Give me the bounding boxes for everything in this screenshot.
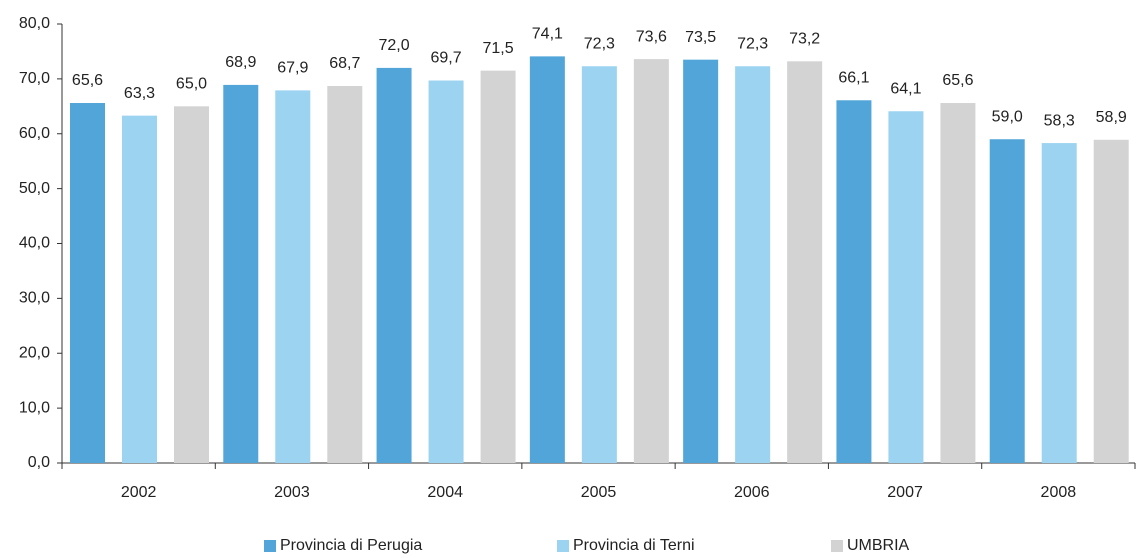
bar xyxy=(223,84,259,463)
bar xyxy=(836,100,872,464)
x-tick-label: 2008 xyxy=(1041,484,1077,501)
value-label: 72,3 xyxy=(737,35,768,52)
bar xyxy=(327,86,363,463)
bar xyxy=(1093,139,1129,463)
value-label: 71,5 xyxy=(483,40,514,57)
value-label: 74,1 xyxy=(532,26,563,43)
bar xyxy=(174,106,209,463)
legend-label: UMBRIA xyxy=(847,537,910,554)
y-tick-label: 10,0 xyxy=(19,399,50,416)
bar xyxy=(735,66,771,463)
bar xyxy=(122,115,157,464)
bar xyxy=(428,80,464,464)
y-tick-label: 20,0 xyxy=(19,344,50,361)
y-tick-label: 50,0 xyxy=(19,180,50,197)
bar xyxy=(70,103,105,464)
value-label: 58,3 xyxy=(1044,112,1075,129)
y-tick-label: 30,0 xyxy=(19,290,50,307)
value-label: 58,9 xyxy=(1096,109,1127,126)
x-tick-label: 2005 xyxy=(581,484,617,501)
legend-swatch xyxy=(264,540,276,552)
value-label: 67,9 xyxy=(277,60,308,77)
value-label: 68,7 xyxy=(329,55,360,72)
value-label: 72,0 xyxy=(379,37,410,54)
value-label: 64,1 xyxy=(890,80,921,97)
bar xyxy=(275,90,311,464)
value-label: 65,0 xyxy=(176,76,207,93)
y-tick-label: 60,0 xyxy=(19,125,50,142)
y-tick-label: 40,0 xyxy=(19,235,50,252)
bar xyxy=(633,59,669,464)
bar xyxy=(989,139,1025,464)
x-tick-label: 2004 xyxy=(427,484,463,501)
x-tick-label: 2007 xyxy=(887,484,923,501)
bar xyxy=(376,67,412,464)
y-tick-label: 80,0 xyxy=(19,15,50,32)
value-label: 65,6 xyxy=(72,72,103,89)
legend-swatch xyxy=(831,540,843,552)
value-label: 68,9 xyxy=(225,54,256,71)
y-tick-label: 70,0 xyxy=(19,70,50,87)
bar xyxy=(480,70,516,464)
value-label: 73,6 xyxy=(636,28,667,45)
bar xyxy=(1041,143,1077,464)
bar xyxy=(683,59,719,463)
y-tick-label: 0,0 xyxy=(28,454,50,471)
x-tick-label: 2002 xyxy=(121,484,157,501)
legend-swatch xyxy=(557,540,569,552)
value-label: 72,3 xyxy=(584,35,615,52)
bar xyxy=(940,103,976,464)
value-label: 59,0 xyxy=(992,108,1023,125)
value-label: 63,3 xyxy=(124,85,155,102)
x-tick-label: 2006 xyxy=(734,484,770,501)
value-label: 69,7 xyxy=(431,50,462,67)
value-label: 73,5 xyxy=(685,29,716,46)
bar xyxy=(888,111,924,463)
bar xyxy=(787,61,823,463)
value-label: 73,2 xyxy=(789,31,820,48)
x-tick-label: 2003 xyxy=(274,484,310,501)
bar xyxy=(581,66,617,463)
bar xyxy=(529,56,565,463)
value-label: 66,1 xyxy=(838,69,869,86)
legend-label: Provincia di Terni xyxy=(573,537,695,554)
legend-label: Provincia di Perugia xyxy=(280,537,422,554)
value-label: 65,6 xyxy=(942,72,973,89)
